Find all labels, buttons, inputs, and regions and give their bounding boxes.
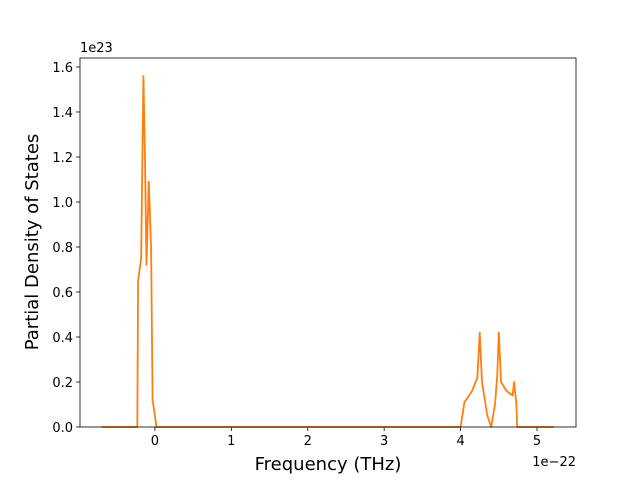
line-series [101,75,554,428]
x-tick-label: 5 [533,434,541,449]
x-tick-label: 4 [456,434,464,449]
y-tick-label: 0.8 [52,241,73,256]
y-axis-label: Partial Density of States [22,134,43,351]
x-tick-label: 3 [380,434,388,449]
x-axis-label: Frequency (THz) [255,454,402,475]
y-tick-label: 0.0 [52,421,73,436]
x-tick-label: 2 [304,434,312,449]
x-offset-label: 1e−22 [532,455,576,470]
y-tick-label: 0.6 [52,286,73,301]
x-tick-label: 0 [151,434,159,449]
y-tick-label: 1.0 [52,196,73,211]
y-tick-label: 1.4 [52,106,73,121]
y-tick-label: 1.2 [52,151,73,166]
y-tick-label: 0.4 [52,331,73,346]
y-tick-label: 0.2 [52,376,73,391]
y-offset-label: 1e23 [80,41,113,56]
x-tick-label: 1 [227,434,235,449]
y-tick-label: 1.6 [52,61,73,76]
plot-frame [79,57,577,428]
